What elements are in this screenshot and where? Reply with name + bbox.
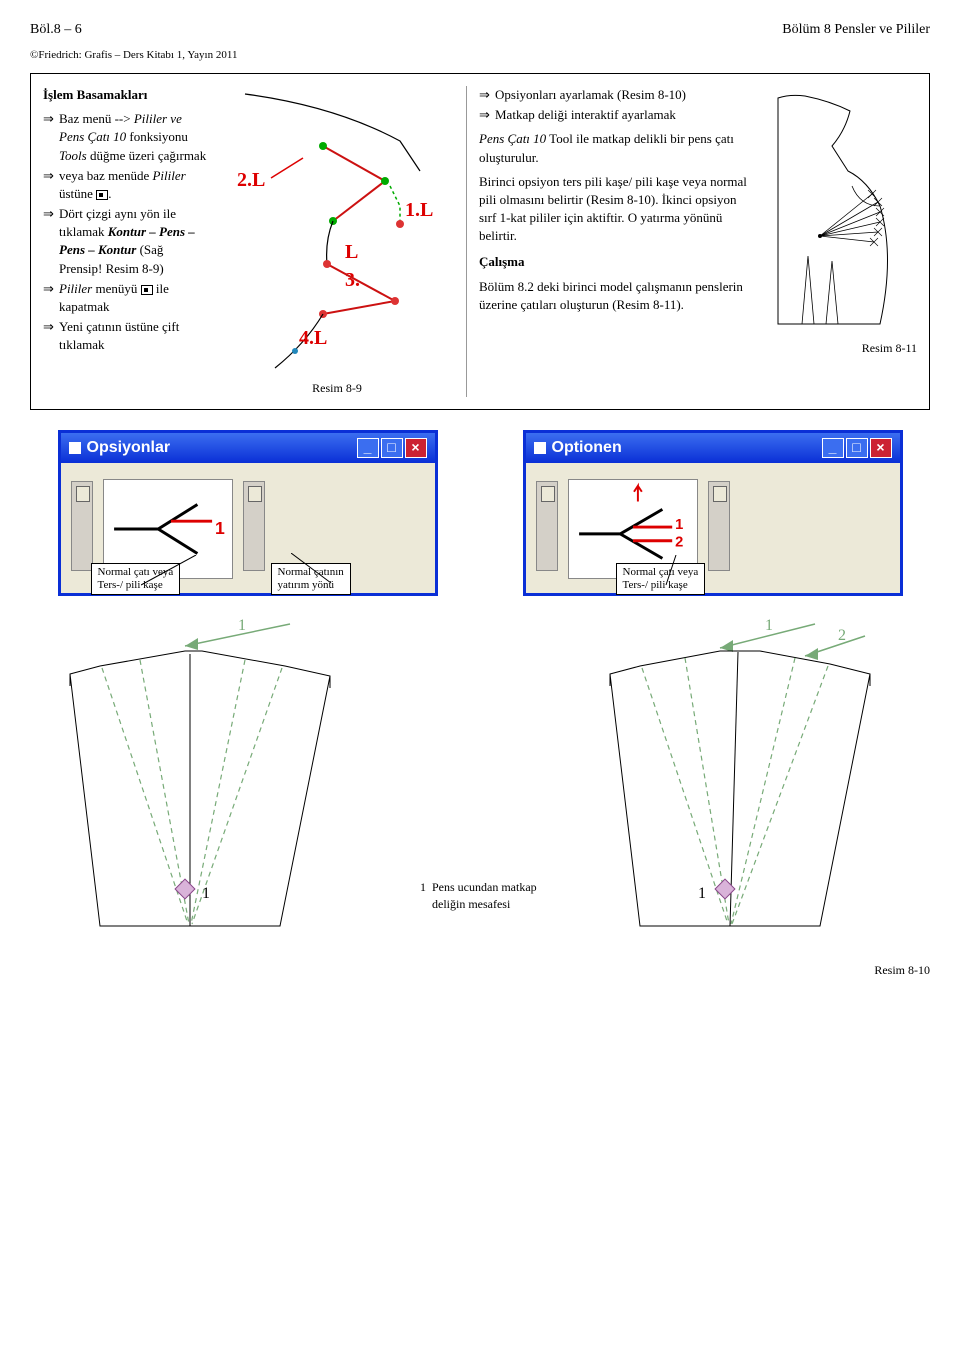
arrow-icon: ⇒ xyxy=(43,110,59,165)
option-slider-1[interactable] xyxy=(536,481,558,571)
caption-8-11: Resim 8-11 xyxy=(757,340,917,357)
maximize-button[interactable]: □ xyxy=(381,438,403,458)
window-icon xyxy=(69,442,81,454)
svg-text:1: 1 xyxy=(238,617,246,634)
step-4-text: Pililer menüyü ile kapatmak xyxy=(59,280,208,316)
option-slider-1[interactable] xyxy=(71,481,93,571)
option-slider-2[interactable] xyxy=(708,481,730,571)
step-2: ⇒ veya baz menüde Pililer üstüne . xyxy=(43,167,208,203)
callout-line-icon xyxy=(291,553,351,593)
arrow-icon: ⇒ xyxy=(479,86,495,104)
arrow-icon: ⇒ xyxy=(43,205,59,278)
close-button[interactable]: × xyxy=(405,438,427,458)
window-titlebar[interactable]: Optionen _ □ × xyxy=(526,433,900,463)
center-note-text: Pens ucundan matkap deliğin mesafesi xyxy=(432,879,540,913)
window-icon xyxy=(534,442,546,454)
menu-icon xyxy=(141,285,153,295)
copyright-line: ©Friedrich: Grafis – Ders Kitabı 1, Yayı… xyxy=(30,48,930,63)
window-opsiyonlar: Opsiyonlar _ □ × 1 Normal çatı veya Ters… xyxy=(58,430,438,596)
steps-column: İşlem Basamakları ⇒ Baz menü --> Pililer… xyxy=(43,86,208,397)
menu-icon xyxy=(96,190,108,200)
step-5-text: Yeni çatının üstüne çift tıklamak xyxy=(59,318,208,354)
window-title-text: Opsiyonlar xyxy=(87,437,171,459)
center-note-num: 1 xyxy=(420,879,426,896)
step-1: ⇒ Baz menü --> Pililer ve Pens Çatı 10 f… xyxy=(43,110,208,165)
diagram-8-9: 2.L 1.L L 3. xyxy=(222,86,452,397)
maximize-button[interactable]: □ xyxy=(846,438,868,458)
right-para-1: Pens Çatı 10 Tool ile matkap delikli bir… xyxy=(479,130,747,166)
close-button[interactable]: × xyxy=(870,438,892,458)
svg-text:2: 2 xyxy=(838,627,846,644)
svg-text:1: 1 xyxy=(675,517,683,533)
step-5: ⇒ Yeni çatının üstüne çift tıklamak xyxy=(43,318,208,354)
caption-8-10: Resim 8-10 xyxy=(0,962,930,979)
right-step-2-text: Matkap deliği interaktif ayarlamak xyxy=(495,106,747,124)
right-step-1-text: Opsiyonları ayarlamak (Resim 8-10) xyxy=(495,86,747,104)
arrow-icon: ⇒ xyxy=(43,318,59,354)
label-2L: 2.L xyxy=(237,169,265,191)
calisma-title: Çalışma xyxy=(479,253,747,271)
minimize-button[interactable]: _ xyxy=(357,438,379,458)
arrow-icon: ⇒ xyxy=(479,106,495,124)
window-optionen: Optionen _ □ × 1 2 Normal çatı xyxy=(523,430,903,596)
options-windows-row: Opsiyonlar _ □ × 1 Normal çatı veya Ters… xyxy=(30,430,930,596)
step-3-text: Dört çizgi aynı yön ile tıklamak Kontur … xyxy=(59,205,208,278)
svg-text:2: 2 xyxy=(675,535,683,551)
steps-title: İşlem Basamakları xyxy=(43,86,208,104)
label-L: L xyxy=(345,241,358,263)
pleat-figure-right-svg: 1 2 1 xyxy=(570,606,930,936)
step-4: ⇒ Pililer menüyü ile kapatmak xyxy=(43,280,208,316)
label-4L: 4.L xyxy=(299,327,327,349)
marker-label: 1 xyxy=(698,885,706,902)
right-para-2: Birinci opsiyon ters pili kaşe/ pili kaş… xyxy=(479,173,747,246)
bottom-figures-row: 1 1 1 Pens ucundan matkap deliğin mesaf xyxy=(30,606,930,936)
window-body: 1 Normal çatı veya Ters-/ pili kaşe Norm… xyxy=(61,463,435,593)
minimize-button[interactable]: _ xyxy=(822,438,844,458)
center-note: 1 Pens ucundan matkap deliğin mesafesi xyxy=(420,879,540,913)
option-slider-2[interactable] xyxy=(243,481,265,571)
right-step-2: ⇒ Matkap deliği interaktif ayarlamak xyxy=(479,106,747,124)
pleat-figure-left-svg: 1 1 xyxy=(30,606,390,936)
marker-label: 1 xyxy=(202,885,210,902)
label-1L: 1.L xyxy=(405,199,433,221)
svg-text:1: 1 xyxy=(765,617,773,634)
window-titlebar[interactable]: Opsiyonlar _ □ × xyxy=(61,433,435,463)
step-3: ⇒ Dört çizgi aynı yön ile tıklamak Kontu… xyxy=(43,205,208,278)
callout-line-icon xyxy=(646,555,706,595)
page-ref-right: Bölüm 8 Pensler ve Pililer xyxy=(782,20,930,40)
diagram-8-9-svg: 2.L 1.L L 3. xyxy=(225,86,450,376)
right-step-1: ⇒ Opsiyonları ayarlamak (Resim 8-10) xyxy=(479,86,747,104)
callout-line-icon xyxy=(141,555,231,595)
window-title-text: Optionen xyxy=(552,437,622,459)
arrow-icon: ⇒ xyxy=(43,280,59,316)
caption-8-9: Resim 8-9 xyxy=(312,380,362,397)
right-column: ⇒ Opsiyonları ayarlamak (Resim 8-10) ⇒ M… xyxy=(466,86,917,397)
window-body: 1 2 Normal çatı veya Ters-/ pili kaşe xyxy=(526,463,900,593)
page-ref-left: Böl.8 – 6 xyxy=(30,20,82,40)
svg-text:1: 1 xyxy=(215,518,225,538)
pleat-figure-right: 1 2 1 xyxy=(570,606,930,936)
arrow-icon: ⇒ xyxy=(43,167,59,203)
step-2-text: veya baz menüde Pililer üstüne . xyxy=(59,167,208,203)
pleat-figure-left: 1 1 xyxy=(30,606,390,936)
step-1-text: Baz menü --> Pililer ve Pens Çatı 10 fon… xyxy=(59,110,208,165)
main-content-box: İşlem Basamakları ⇒ Baz menü --> Pililer… xyxy=(30,73,930,410)
right-para-3: Bölüm 8.2 deki birinci model çalışmanın … xyxy=(479,278,747,314)
garment-diagram xyxy=(760,86,915,336)
